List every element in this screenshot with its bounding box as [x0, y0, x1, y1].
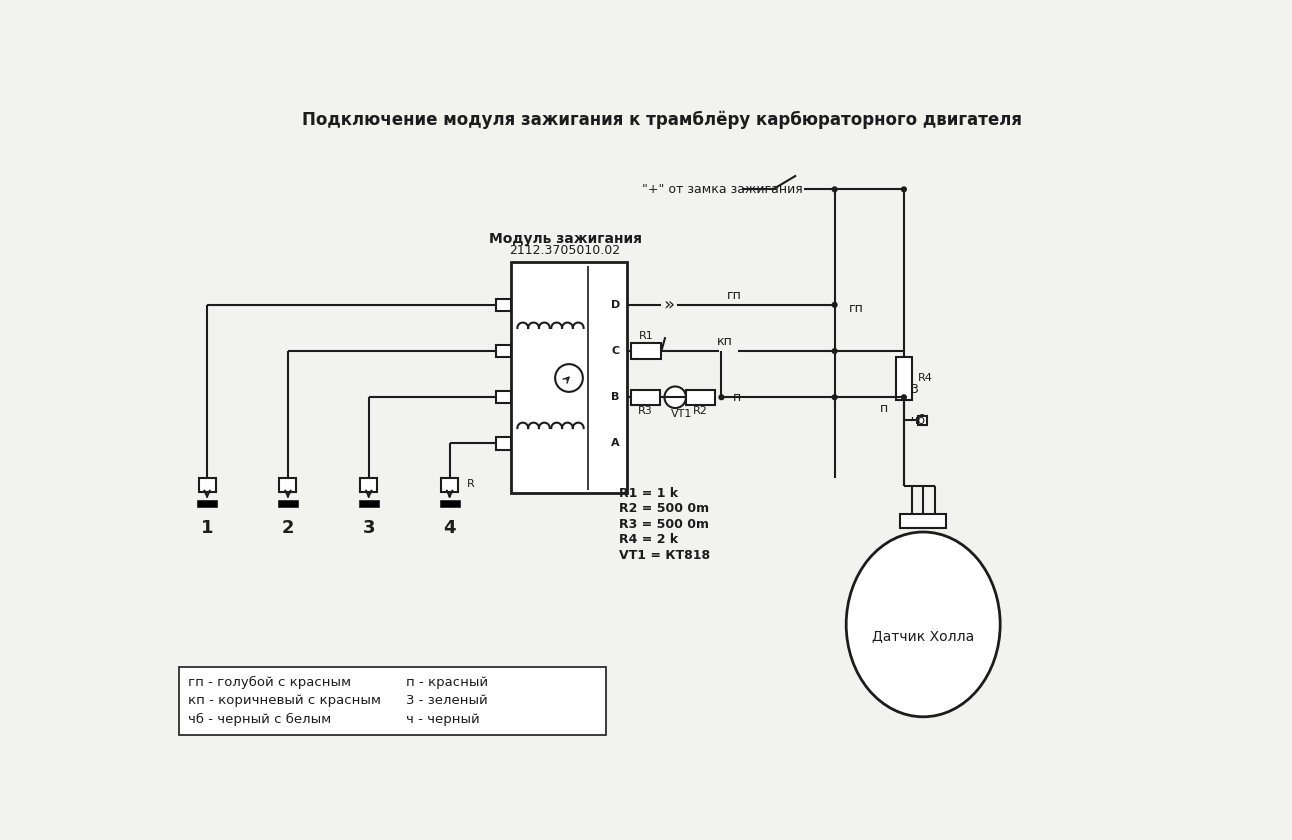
Bar — [199, 478, 216, 492]
Text: »: » — [664, 296, 674, 314]
Bar — [630, 390, 660, 405]
Text: R2 = 500 0m: R2 = 500 0m — [619, 502, 709, 516]
Text: кп: кп — [717, 335, 734, 349]
Bar — [630, 344, 662, 359]
Bar — [441, 478, 459, 492]
Bar — [439, 500, 460, 507]
Text: ч - черный: ч - черный — [406, 712, 479, 726]
Bar — [198, 500, 217, 507]
Text: C: C — [611, 346, 619, 356]
Bar — [359, 500, 379, 507]
Text: VT1 = КТ818: VT1 = КТ818 — [619, 549, 711, 562]
Text: Датчик Холла: Датчик Холла — [872, 629, 974, 643]
Text: 1: 1 — [200, 519, 213, 537]
Circle shape — [832, 394, 837, 401]
Text: D: D — [611, 300, 620, 310]
Text: 2112.3705010.02: 2112.3705010.02 — [509, 244, 620, 257]
Text: кп - коричневый с красным: кп - коричневый с красным — [187, 694, 381, 707]
Ellipse shape — [846, 532, 1000, 717]
Text: гп: гп — [727, 289, 742, 302]
Bar — [496, 391, 512, 403]
Text: 3: 3 — [910, 383, 917, 396]
Circle shape — [832, 302, 837, 308]
Circle shape — [556, 364, 583, 391]
Text: VT1: VT1 — [672, 409, 693, 419]
Circle shape — [901, 186, 907, 192]
Text: 3 - зеленый: 3 - зеленый — [406, 694, 487, 707]
Bar — [496, 299, 512, 311]
Circle shape — [832, 348, 837, 354]
Text: гп - голубой с красным: гп - голубой с красным — [187, 675, 351, 689]
Text: 3: 3 — [363, 519, 375, 537]
Text: A: A — [611, 438, 619, 449]
Text: R4 = 2 k: R4 = 2 k — [619, 533, 678, 546]
Text: п: п — [880, 402, 889, 415]
Bar — [278, 500, 298, 507]
Bar — [496, 438, 512, 449]
Bar — [917, 416, 928, 425]
Bar — [512, 262, 627, 493]
Circle shape — [664, 386, 686, 408]
Text: B: B — [611, 392, 619, 402]
Text: R3: R3 — [638, 406, 652, 416]
Text: 4: 4 — [443, 519, 456, 537]
Text: чб: чб — [910, 414, 925, 427]
Text: п: п — [733, 391, 742, 404]
Text: чб - черный с белым: чб - черный с белым — [187, 712, 331, 726]
Text: R: R — [466, 480, 474, 489]
Text: R2: R2 — [694, 406, 708, 416]
Circle shape — [901, 394, 907, 401]
Circle shape — [832, 186, 837, 192]
Text: гп: гп — [849, 302, 863, 315]
Text: п - красный: п - красный — [406, 675, 488, 689]
Bar — [178, 667, 606, 734]
Bar — [897, 357, 912, 400]
Text: R1 = 1 k: R1 = 1 k — [619, 487, 678, 500]
Bar — [901, 514, 946, 528]
Circle shape — [718, 394, 725, 401]
Text: R4: R4 — [917, 373, 933, 383]
Text: R3 = 500 0m: R3 = 500 0m — [619, 517, 709, 531]
Text: "+" от замка зажигания: "+" от замка зажигания — [642, 183, 802, 196]
Text: Подключение модуля зажигания к трамблёру карбюраторного двигателя: Подключение модуля зажигания к трамблёру… — [302, 111, 1022, 129]
Text: Модуль зажигания: Модуль зажигания — [488, 233, 642, 246]
Bar — [360, 478, 377, 492]
Bar — [496, 345, 512, 357]
Text: 2: 2 — [282, 519, 295, 537]
Bar — [686, 390, 716, 405]
Text: R1: R1 — [638, 331, 654, 341]
Bar — [279, 478, 296, 492]
